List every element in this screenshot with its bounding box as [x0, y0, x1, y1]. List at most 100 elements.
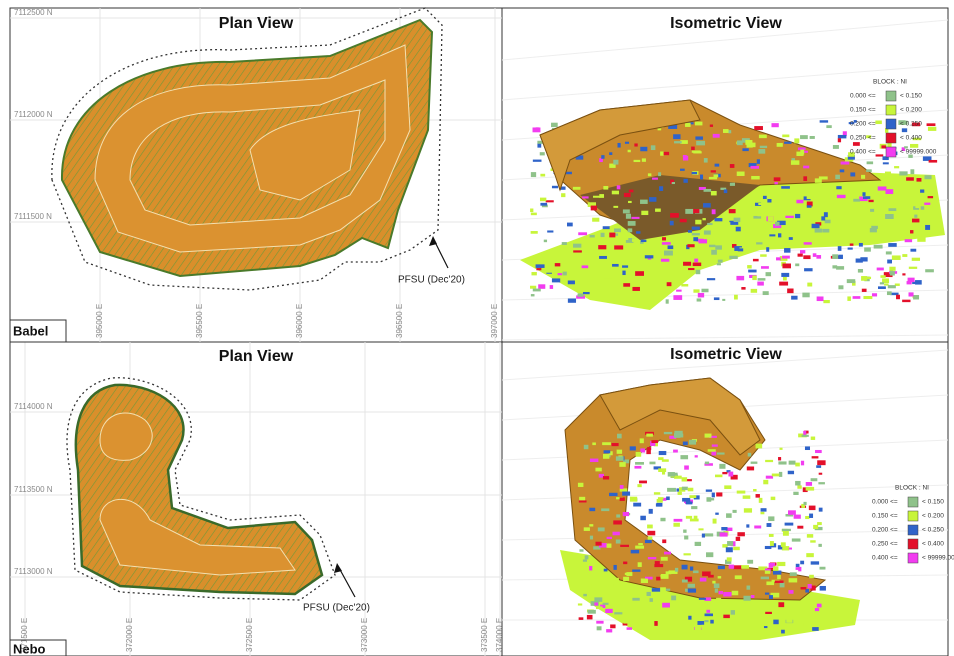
block [629, 446, 636, 451]
block [683, 628, 691, 634]
legend-from: 0.250 <= [872, 541, 898, 548]
easting-label: 395000 E [95, 304, 104, 338]
block [718, 591, 724, 595]
block [752, 258, 759, 262]
block [728, 209, 736, 214]
block [772, 570, 782, 575]
block [885, 214, 894, 220]
block [823, 299, 830, 304]
block [725, 527, 733, 532]
block [663, 431, 673, 435]
block [709, 124, 714, 127]
floor-line [501, 64, 949, 101]
block [683, 261, 692, 266]
block [632, 286, 640, 291]
block [594, 597, 603, 602]
floor-line [501, 19, 949, 61]
block [720, 187, 727, 190]
block [706, 552, 714, 558]
block [747, 265, 752, 269]
block [776, 142, 783, 147]
block [609, 492, 618, 497]
block [889, 271, 895, 276]
block [797, 253, 803, 257]
block [788, 237, 793, 240]
block [603, 185, 609, 190]
block [900, 190, 909, 195]
block [757, 211, 764, 217]
block [680, 140, 688, 144]
block [908, 266, 918, 269]
block [609, 163, 616, 168]
block [728, 130, 732, 134]
block [709, 244, 716, 248]
block [538, 284, 546, 289]
block [641, 158, 646, 162]
block [741, 626, 746, 630]
block [840, 161, 850, 165]
block [610, 624, 616, 629]
block [632, 238, 638, 242]
block [632, 569, 641, 572]
block [888, 208, 897, 212]
block [570, 263, 577, 268]
block [660, 587, 666, 592]
pit-bench [249, 109, 361, 201]
block [787, 470, 795, 475]
block [658, 457, 664, 461]
block [726, 222, 731, 227]
block [537, 143, 542, 148]
block [582, 559, 587, 562]
block [735, 226, 741, 232]
block [589, 566, 593, 571]
block [646, 591, 651, 596]
easting-label: 373000 E [360, 618, 369, 652]
block [684, 465, 689, 470]
block [684, 479, 692, 482]
block [742, 148, 749, 152]
block [785, 513, 794, 517]
block [818, 176, 828, 180]
block [818, 507, 823, 512]
legend-swatch [907, 538, 919, 550]
block [758, 149, 766, 154]
block [679, 218, 687, 223]
block [688, 615, 692, 620]
block [652, 603, 658, 608]
block [695, 219, 702, 225]
block [778, 602, 785, 608]
block [593, 567, 601, 572]
block [766, 523, 772, 527]
block [799, 250, 806, 254]
block [765, 475, 774, 479]
block [704, 433, 712, 438]
block [880, 275, 886, 278]
block [784, 522, 794, 526]
block [836, 186, 842, 190]
block [659, 186, 664, 191]
block [604, 251, 609, 255]
legend-to: < 0.250 [922, 527, 944, 534]
block [816, 603, 822, 608]
block [660, 497, 667, 501]
block [612, 531, 620, 536]
block [836, 266, 845, 270]
block [562, 271, 567, 276]
block [848, 122, 855, 125]
block [787, 288, 794, 294]
block [717, 259, 723, 263]
block [767, 216, 774, 222]
block [606, 249, 615, 252]
block [816, 197, 821, 203]
block [806, 553, 814, 558]
legend-title: BLOCK : NI [873, 79, 907, 86]
block [778, 233, 782, 238]
block [765, 459, 774, 463]
block [616, 514, 621, 518]
block [710, 619, 714, 624]
block [814, 228, 822, 233]
block [714, 588, 718, 593]
easting-label: 373500 E [480, 618, 489, 652]
legend-to: < 0.200 [922, 513, 944, 520]
block [800, 135, 808, 140]
